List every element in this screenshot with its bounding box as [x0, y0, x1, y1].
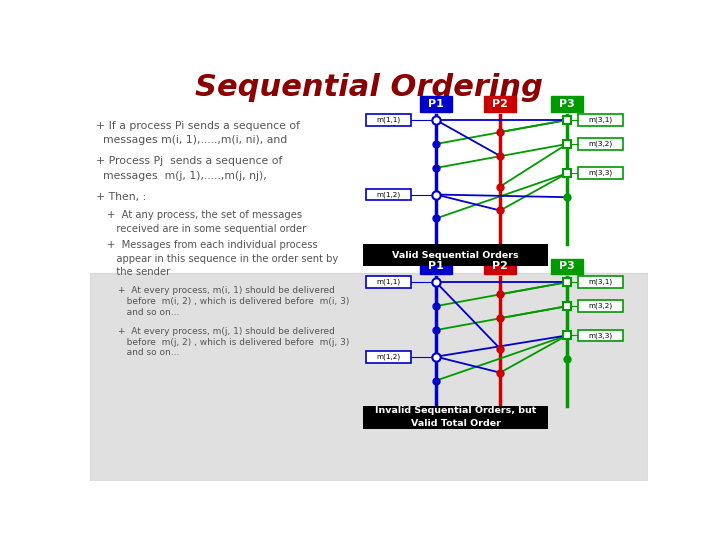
Text: and so on...: and so on...: [118, 308, 179, 316]
Text: P3: P3: [559, 99, 575, 109]
Text: messages m(i, 1),.....,m(i, ni), and: messages m(i, 1),.....,m(i, ni), and: [96, 136, 287, 145]
Text: P2: P2: [492, 99, 508, 109]
Bar: [578, 138, 623, 150]
Text: m(3,3): m(3,3): [588, 170, 613, 177]
Bar: [364, 244, 548, 266]
Text: m(1,1): m(1,1): [377, 279, 400, 286]
Bar: [578, 300, 623, 312]
Text: m(3,3): m(3,3): [588, 332, 613, 339]
Text: +  At any process, the set of messages: + At any process, the set of messages: [107, 210, 302, 220]
Bar: [578, 167, 623, 179]
Text: and so on...: and so on...: [118, 348, 179, 357]
Text: messages  m(j, 1),.....,m(j, nj),: messages m(j, 1),.....,m(j, nj),: [96, 171, 266, 181]
Bar: [578, 114, 623, 126]
Text: +  Messages from each individual process: + Messages from each individual process: [107, 240, 318, 250]
Bar: [578, 276, 623, 288]
Text: Valid Sequential Orders: Valid Sequential Orders: [392, 251, 519, 260]
Bar: [551, 259, 583, 274]
Text: the sender: the sender: [107, 267, 170, 277]
Bar: [551, 97, 583, 112]
Text: m(3,2): m(3,2): [588, 141, 613, 147]
Text: P2: P2: [492, 261, 508, 272]
Text: m(3,2): m(3,2): [588, 303, 613, 309]
Text: m(1,2): m(1,2): [377, 191, 400, 198]
Text: appear in this sequence in the order sent by: appear in this sequence in the order sen…: [107, 254, 338, 264]
Text: + Then, :: + Then, :: [96, 192, 146, 201]
Bar: [366, 114, 411, 126]
Text: before  m(j, 2) , which is delivered before  m(j, 3): before m(j, 2) , which is delivered befo…: [118, 338, 349, 347]
Text: m(1,1): m(1,1): [377, 117, 400, 123]
Bar: [420, 259, 452, 274]
Bar: [484, 259, 516, 274]
Bar: [578, 329, 623, 341]
Text: + Process Pj  sends a sequence of: + Process Pj sends a sequence of: [96, 156, 282, 166]
Text: P3: P3: [559, 261, 575, 272]
Text: P1: P1: [428, 99, 444, 109]
Bar: [90, 273, 648, 481]
Text: before  m(i, 2) , which is delivered before  m(i, 3): before m(i, 2) , which is delivered befo…: [118, 297, 349, 306]
Text: received are in some sequential order: received are in some sequential order: [107, 224, 306, 234]
Bar: [366, 188, 411, 200]
Text: + If a process Pi sends a sequence of: + If a process Pi sends a sequence of: [96, 121, 300, 131]
Text: +  At every process, m(i, 1) should be delivered: + At every process, m(i, 1) should be de…: [118, 286, 335, 295]
Bar: [484, 97, 516, 112]
Text: P1: P1: [428, 261, 444, 272]
Text: m(3,1): m(3,1): [588, 279, 613, 286]
Text: m(3,1): m(3,1): [588, 117, 613, 123]
Text: m(1,2): m(1,2): [377, 354, 400, 360]
Bar: [420, 97, 452, 112]
Text: Sequential Ordering: Sequential Ordering: [195, 73, 543, 102]
Bar: [364, 406, 548, 429]
Text: +  At every process, m(j, 1) should be delivered: + At every process, m(j, 1) should be de…: [118, 327, 335, 336]
Bar: [366, 276, 411, 288]
Bar: [366, 351, 411, 362]
Text: Invalid Sequential Orders, but
Valid Total Order: Invalid Sequential Orders, but Valid Tot…: [375, 407, 536, 428]
